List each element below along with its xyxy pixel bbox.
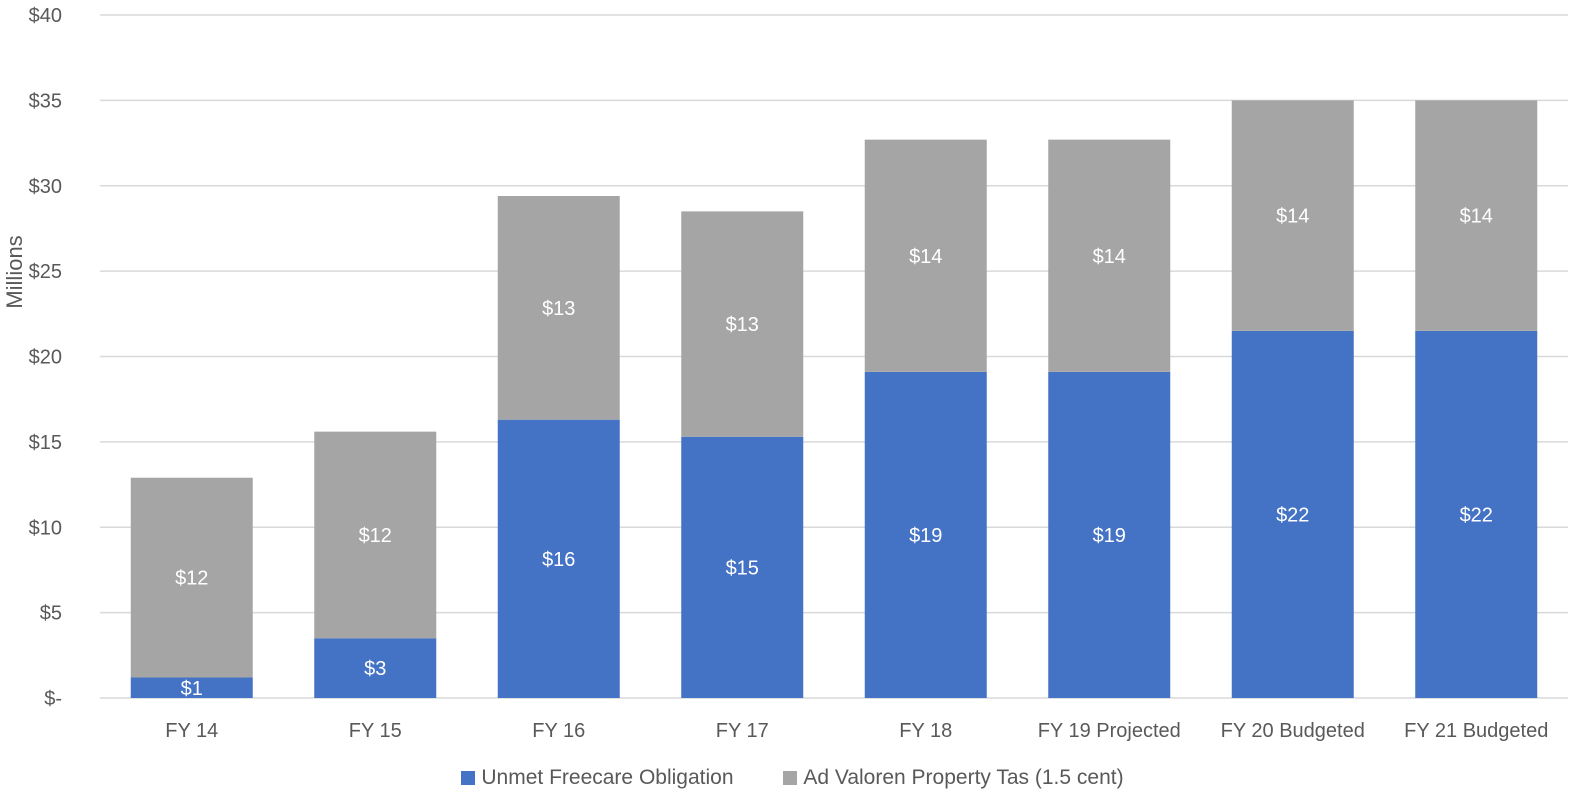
bar-segment-ad-valoren xyxy=(864,139,987,372)
data-label: $12 xyxy=(359,525,392,547)
bar-segment-unmet-freecare xyxy=(1415,330,1538,698)
y-axis-label: Millions xyxy=(2,235,27,308)
y-tick-label: $30 xyxy=(29,176,62,198)
x-category-label: FY 16 xyxy=(532,720,585,742)
bar-segment-ad-valoren xyxy=(1415,100,1538,331)
y-tick-label: $20 xyxy=(29,347,62,369)
y-tick-label: $15 xyxy=(29,432,62,454)
data-label: $14 xyxy=(909,246,942,268)
y-tick-label: $35 xyxy=(29,90,62,112)
x-axis-categories: FY 14 FY 15 FY 16 FY 17 FY 18 FY 19 Projected… xyxy=(165,720,1548,742)
data-label: $16 xyxy=(542,549,575,571)
legend-swatch-ad-valoren xyxy=(783,771,798,785)
y-tick-label: $5 xyxy=(40,603,62,625)
y-axis-ticks: $- $5 $10 $15 $20 $25 $30 $35 $40 xyxy=(29,5,62,710)
data-label: $19 xyxy=(909,525,942,547)
bar-segment-ad-valoren xyxy=(497,195,620,420)
x-category-label: FY 17 xyxy=(716,720,769,742)
legend-item-ad-valoren: Ad Valoren Property Tas (1.5 cent) xyxy=(783,766,1124,790)
bar-segment-unmet-freecare xyxy=(497,419,620,698)
data-label: $14 xyxy=(1093,246,1126,268)
y-tick-label: $- xyxy=(44,688,62,710)
legend: Unmet Freecare Obligation Ad Valoren Pro… xyxy=(0,766,1585,791)
data-label: $14 xyxy=(1460,206,1493,228)
data-label: $13 xyxy=(726,314,759,336)
bar-segment-unmet-freecare xyxy=(314,638,437,698)
y-tick-label: $10 xyxy=(29,517,62,539)
x-category-label: FY 15 xyxy=(349,720,402,742)
data-label: $22 xyxy=(1276,504,1309,526)
bar-segment-unmet-freecare xyxy=(681,436,804,698)
bars: $1 $12 $3 $12 $16 $13 $15 $13 $19 $14 $19 $14 $22 $14… xyxy=(130,100,1538,700)
data-label: $13 xyxy=(542,298,575,320)
x-category-label: FY 21 Budgeted xyxy=(1404,720,1548,742)
bar-segment-ad-valoren xyxy=(1048,139,1171,372)
bar-segment-ad-valoren xyxy=(681,211,804,437)
x-category-label: FY 20 Budgeted xyxy=(1221,720,1365,742)
data-label: $15 xyxy=(726,557,759,579)
data-label: $1 xyxy=(181,678,203,700)
legend-label-unmet-freecare: Unmet Freecare Obligation xyxy=(481,766,734,789)
data-label: $3 xyxy=(364,658,386,680)
bar-segment-unmet-freecare xyxy=(1231,330,1354,698)
x-category-label: FY 19 Projected xyxy=(1038,720,1181,742)
y-tick-label: $40 xyxy=(29,5,62,27)
bar-segment-ad-valoren xyxy=(130,477,253,678)
bar-segment-ad-valoren xyxy=(1231,100,1354,331)
data-label: $12 xyxy=(175,568,208,590)
bar-segment-unmet-freecare xyxy=(864,371,987,698)
legend-swatch-unmet-freecare xyxy=(461,771,476,785)
y-tick-label: $25 xyxy=(29,261,62,283)
bar-segment-unmet-freecare xyxy=(1048,371,1171,698)
legend-item-unmet-freecare: Unmet Freecare Obligation xyxy=(461,766,734,790)
data-label: $14 xyxy=(1276,206,1309,228)
bar-segment-unmet-freecare xyxy=(130,677,253,698)
data-label: $19 xyxy=(1093,525,1126,547)
bar-segment-ad-valoren xyxy=(314,431,437,639)
x-category-label: FY 14 xyxy=(165,720,218,742)
data-label: $22 xyxy=(1460,504,1493,526)
x-category-label: FY 18 xyxy=(899,720,952,742)
legend-label-ad-valoren: Ad Valoren Property Tas (1.5 cent) xyxy=(803,766,1124,789)
